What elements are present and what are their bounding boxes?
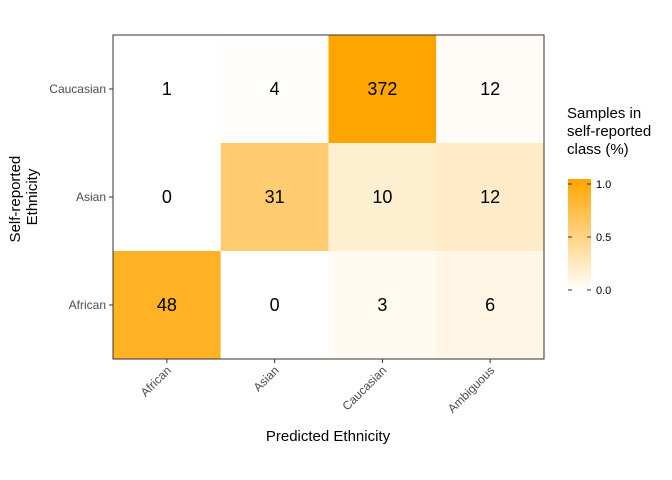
y-axis-title-line-1: Self-reported [7, 156, 24, 243]
heatmap-cell-label: 372 [367, 79, 397, 99]
heatmap-cell-caucasian-asian [220, 35, 329, 143]
heatmap-cell-label: 1 [162, 79, 172, 99]
heatmap-cell-caucasian-african [113, 35, 221, 143]
legend-tick-label: 1.0 [596, 179, 611, 191]
heatmap-cell-asian-asian [220, 143, 329, 251]
heatmap-cell-caucasian-ambiguous [436, 35, 544, 143]
heatmap-cell-african-ambiguous [436, 251, 544, 359]
legend-ticks: 0.0 0.5 1.0 [568, 179, 611, 297]
legend-tick-label: 0.5 [596, 232, 611, 244]
heatmap-cell-label: 0 [162, 187, 172, 207]
legend-colorbar [568, 179, 591, 291]
heatmap-cell-label: 6 [485, 295, 495, 315]
y-tick-label: Caucasian [49, 82, 106, 96]
x-tick-label: Ambiguous [445, 363, 497, 415]
heatmap-cell-asian-caucasian [328, 143, 437, 251]
heatmap-cell-caucasian-caucasian [328, 35, 437, 143]
y-tick-label: Asian [76, 190, 106, 204]
x-tick-label: African [138, 363, 174, 399]
heatmap-cell-label: 3 [377, 295, 387, 315]
x-tick-label: Caucasian [340, 363, 390, 413]
legend-title-line-3: class (%) [567, 141, 629, 158]
heatmap-cell-label: 4 [270, 79, 280, 99]
y-axis: African Asian Caucasian [49, 82, 113, 312]
plot-area: 48 0 3 60 31 10 121 4 372 12 [113, 35, 544, 359]
heatmap-cell-label: 48 [157, 295, 177, 315]
y-axis-title: Self-reported Ethnicity [7, 152, 41, 243]
heatmap-cell-african-asian [220, 251, 329, 359]
heatmap-cell-label: 31 [265, 187, 285, 207]
heatmap-cell-african-african [113, 251, 221, 359]
x-tick-label: Asian [251, 363, 282, 394]
x-axis-title: Predicted Ethnicity [266, 428, 391, 445]
heatmap-cell-label: 10 [372, 187, 392, 207]
heatmap-cell-label: 12 [480, 79, 500, 99]
heatmap-cell-label: 0 [270, 295, 280, 315]
heatmap-cell-label: 12 [480, 187, 500, 207]
y-axis-title-line-2: Ethnicity [24, 168, 41, 225]
legend: Samples in self-reported class (%) 0.00.… [567, 105, 655, 297]
y-tick-label: African [69, 298, 106, 312]
legend-title: Samples in self-reported class (%) [567, 105, 655, 158]
heatmap-cell-asian-ambiguous [436, 143, 544, 251]
legend-tick-label: 0.0 [596, 285, 611, 297]
legend-title-line-2: self-reported [567, 123, 651, 140]
heatmap-cell-african-caucasian [328, 251, 437, 359]
legend-title-line-1: Samples in [567, 105, 641, 122]
heatmap-cell-asian-african [113, 143, 221, 251]
x-axis: African Asian Caucasian Ambiguous [138, 359, 497, 416]
